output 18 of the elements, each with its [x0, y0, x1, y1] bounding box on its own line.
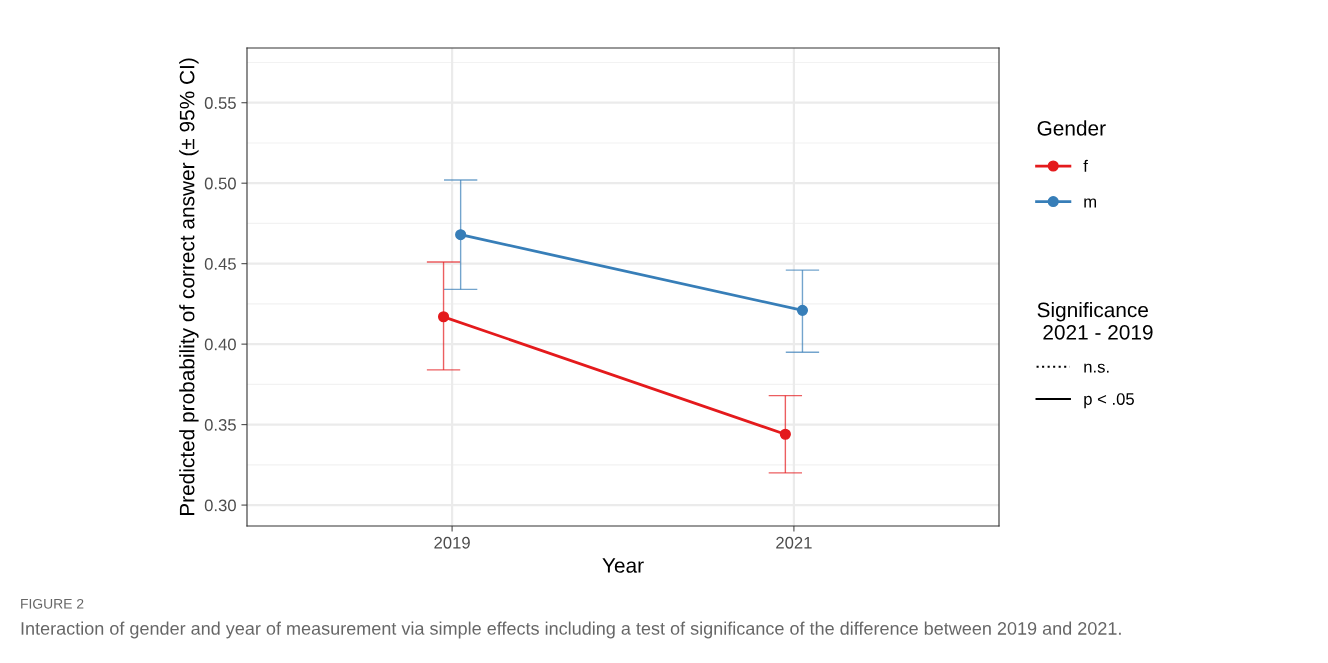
y-tick-label: 0.40 [204, 338, 236, 351]
x-tick-label: 2019 [434, 536, 470, 549]
y-tick-label: 0.50 [204, 177, 236, 190]
text: n.s. [1084, 363, 1109, 373]
caption: FIGURE 2 [21, 598, 84, 609]
text: Significance 2021 - 2019 [1037, 302, 1153, 340]
y-tick-label: 0.35 [204, 419, 236, 431]
text: p < .05 [1084, 393, 1134, 409]
x-axis-title: Year [602, 558, 644, 573]
legend-label: f [1083, 159, 1088, 172]
x-tick-label: 2021 [776, 536, 812, 549]
legend-label: m [1084, 198, 1097, 208]
y-tick-label: 0.30 [204, 499, 236, 512]
y-tick-label: 0.55 [204, 97, 236, 109]
y-axis-title: Predicted probability of correct answer (± 95% CI) [179, 58, 199, 516]
y-tick-label: 0.45 [204, 258, 236, 270]
text: Interaction of gender and year of measurement via simple effects including a test of significance of the difference between 2019 and 2021. [21, 621, 1121, 639]
legend-title: Gender [1037, 120, 1106, 136]
